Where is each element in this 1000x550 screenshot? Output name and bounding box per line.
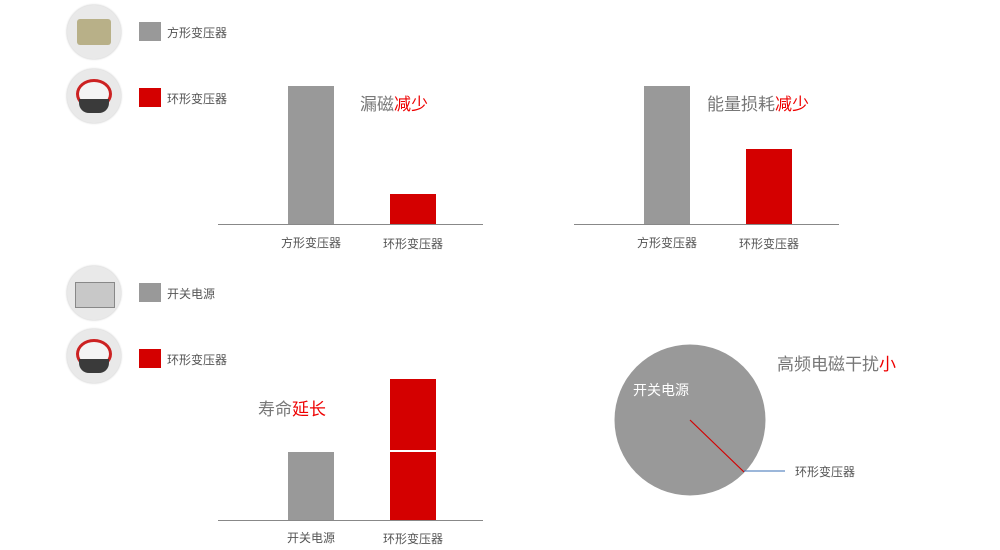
bar-toroidal [390,194,436,224]
x-axis [574,224,839,225]
bar-toroidal [746,149,792,224]
x-axis [218,520,483,521]
pie-label-toroidal: 环形变压器 [795,465,856,479]
category-label: 方形变压器 [280,236,341,250]
bar-segment [390,452,436,520]
x-axis [218,224,483,225]
legend-label: 开关电源 [167,287,216,301]
bar-segment [288,452,334,520]
pie-slice-toroidal [689,419,745,473]
category-label: 环形变压器 [382,532,443,546]
legend-swatch-gray [139,22,161,41]
chart-title-leakage: 漏磁减少 [360,95,428,115]
category-label: 开关电源 [286,531,335,545]
chart-title-energy-loss: 能量损耗减少 [707,95,809,115]
legend-label: 方形变压器 [167,26,228,40]
pie-label-switching-power: 开关电源 [633,383,689,399]
pie-chart [614,344,785,496]
legend-label: 环形变压器 [167,92,228,106]
category-label: 环形变压器 [382,237,443,251]
bar-square [288,86,334,224]
switching-power-supply-photo-icon [67,266,121,320]
category-label: 环形变压器 [738,237,799,251]
toroidal-transformer-photo-icon [67,69,121,123]
chart-title-lifespan: 寿命延长 [258,400,326,420]
bar-square [644,86,690,224]
legend-swatch-red [139,88,161,107]
legend-swatch-red [139,349,161,368]
square-transformer-photo-icon [67,5,121,59]
toroidal-transformer-photo-icon [67,329,121,383]
category-label: 方形变压器 [636,236,697,250]
legend-label: 环形变压器 [167,353,228,367]
chart-title-emi: 高频电磁干扰小 [777,355,896,375]
bar-segment [390,379,436,450]
legend-swatch-gray [139,283,161,302]
